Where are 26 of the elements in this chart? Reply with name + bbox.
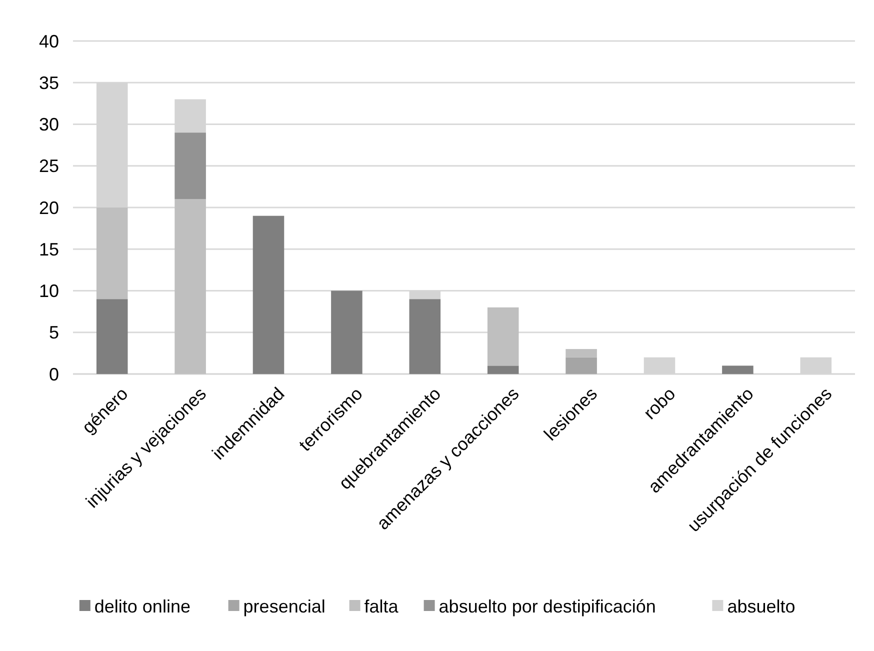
y-tick-label: 30 [38, 114, 59, 135]
bar [566, 349, 597, 358]
y-tick-label: 20 [38, 198, 59, 218]
legend-label: falta [364, 596, 400, 616]
y-tick-label: 10 [38, 281, 59, 302]
bar [96, 208, 128, 300]
legend-label: absuelto [727, 596, 796, 616]
bar [252, 216, 284, 374]
y-tick-label: 40 [38, 31, 59, 52]
bar [331, 290, 362, 374]
bar [566, 357, 597, 374]
bar [487, 366, 519, 374]
legend-label: absuelto por destipificación [438, 596, 656, 616]
bar [174, 132, 206, 200]
bar [96, 299, 128, 374]
y-tick-label: 35 [38, 72, 59, 93]
y-tick-label: 0 [48, 364, 59, 384]
legend-label: delito online [94, 596, 190, 616]
bar [174, 199, 206, 374]
bar [722, 366, 754, 374]
y-tick-label: 5 [48, 322, 59, 343]
y-tick-label: 15 [38, 239, 59, 260]
y-tick-label: 25 [38, 156, 59, 176]
bar [487, 307, 519, 366]
legend-label: presencial [243, 596, 326, 616]
bar [409, 299, 441, 374]
